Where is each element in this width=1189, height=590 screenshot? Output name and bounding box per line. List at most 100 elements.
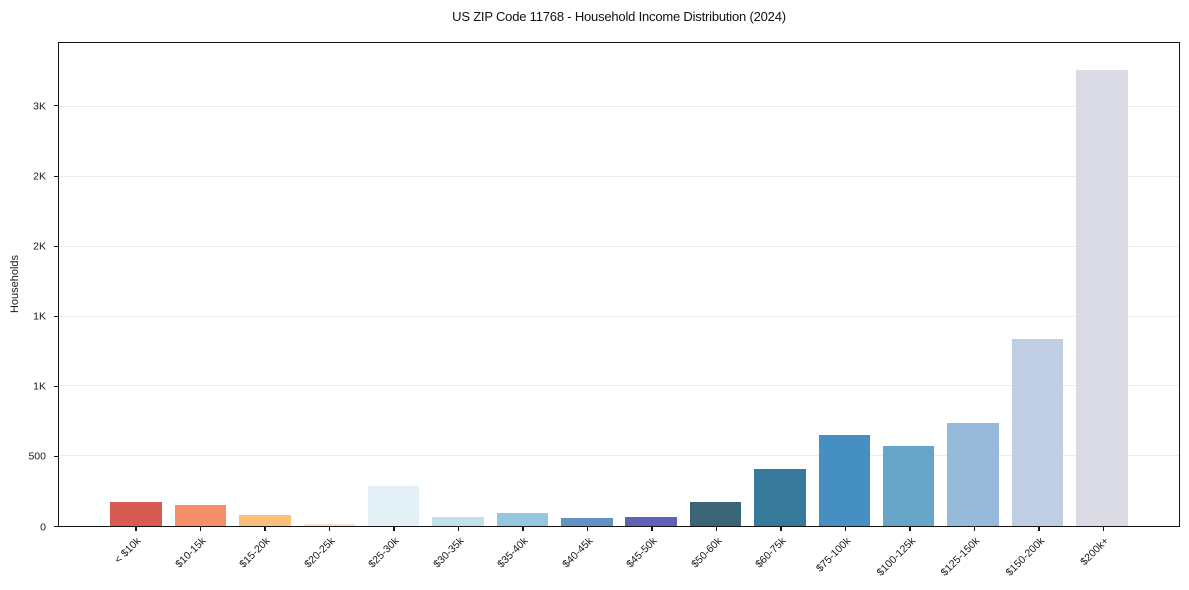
- bar-slot: [233, 43, 297, 526]
- x-tick-slot: $45-50k: [619, 527, 684, 589]
- bar: [947, 422, 999, 526]
- bar-slot: [490, 43, 554, 526]
- y-tick-label: 1K: [33, 380, 46, 393]
- x-tick-mark: [844, 527, 847, 531]
- y-tick-mark: [54, 105, 58, 107]
- y-axis: 0 500 1K 1K 2K 2K 3K: [0, 42, 58, 532]
- bar: [110, 502, 162, 526]
- y-tick-mark: [54, 385, 58, 387]
- x-tick-label: $125-150k: [938, 535, 983, 579]
- x-axis-slots: < $10k $10-15k $15-20k $20-25k $25-30k $30-35…: [58, 527, 1180, 589]
- x-axis: < $10k $10-15k $15-20k $20-25k $25-30k $30-35…: [58, 527, 1180, 589]
- x-tick-slot: $35-40k: [490, 527, 555, 589]
- bar: [1011, 338, 1064, 526]
- bar: [561, 518, 613, 526]
- bar-slot: [426, 43, 490, 526]
- x-tick-label: $60-75k: [753, 535, 789, 571]
- grid-layer: [59, 43, 1179, 526]
- x-tick-mark: [973, 527, 976, 531]
- gridline: [59, 455, 1179, 457]
- bar: [174, 505, 227, 526]
- bar: [882, 446, 935, 526]
- x-tick-mark: [909, 527, 911, 531]
- x-tick-mark: [457, 527, 460, 531]
- x-tick-label: $200k+: [1078, 535, 1112, 569]
- bar-slot: [1005, 43, 1069, 526]
- bar-series: [59, 43, 1179, 526]
- bar-slot: [812, 43, 876, 526]
- x-tick-mark: [199, 527, 202, 531]
- x-tick-label: $35-40k: [495, 535, 531, 571]
- x-tick-slot: $125-150k: [938, 527, 1007, 589]
- y-tick-mark: [54, 455, 58, 457]
- x-tick-mark: [651, 527, 653, 531]
- x-tick-slot: $20-25k: [297, 527, 362, 589]
- gridline: [59, 315, 1179, 317]
- chart-title: US ZIP Code 11768 - Household Income Dis…: [452, 9, 786, 24]
- gridline: [59, 385, 1179, 387]
- plot-area: [58, 42, 1180, 527]
- x-tick-mark: [1038, 527, 1040, 531]
- y-tick-label: 1K: [33, 310, 46, 323]
- x-tick-label: $50-60k: [688, 535, 725, 571]
- x-tick-mark: [264, 527, 266, 531]
- x-tick-slot: $40-45k: [555, 527, 620, 589]
- bar-slot: [104, 43, 168, 526]
- bar-slot: [619, 43, 683, 526]
- x-tick-mark: [135, 527, 137, 531]
- x-tick-slot: $30-35k: [426, 527, 491, 589]
- bar-slot: [748, 43, 812, 526]
- x-tick-label: $15-20k: [237, 535, 273, 571]
- bar: [818, 435, 871, 526]
- bar-slot: [941, 43, 1005, 526]
- x-tick-mark: [328, 527, 331, 531]
- x-tick-label: $40-45k: [559, 535, 596, 571]
- x-tick-slot: $200k+: [1071, 527, 1136, 589]
- x-tick-slot: $15-20k: [232, 527, 297, 589]
- x-tick-slot: $10-15k: [168, 527, 233, 589]
- y-tick-label: 2K: [33, 170, 46, 183]
- x-tick-slot: $60-75k: [748, 527, 813, 589]
- x-tick-label: $150-200k: [1003, 535, 1047, 579]
- bar-slot: [168, 43, 232, 526]
- x-tick-label: $25-30k: [366, 535, 402, 571]
- bar: [303, 523, 356, 526]
- x-tick-label: $100-125k: [874, 535, 918, 579]
- y-tick-label: 0: [40, 520, 46, 533]
- x-tick-mark: [393, 527, 395, 531]
- x-tick-slot: $75-100k: [813, 527, 878, 589]
- bar: [367, 485, 420, 526]
- x-tick-mark: [715, 527, 718, 531]
- x-tick-slot: < $10k: [103, 527, 168, 589]
- x-tick-label: < $10k: [112, 535, 144, 566]
- x-tick-slot: $25-30k: [361, 527, 426, 589]
- bar: [239, 514, 291, 526]
- x-tick-mark: [1102, 527, 1105, 531]
- bar: [625, 516, 677, 526]
- x-tick-label: $10-15k: [172, 535, 209, 571]
- y-tick-label: 500: [28, 450, 46, 463]
- bar-slot: [297, 43, 361, 526]
- x-tick-mark: [780, 527, 782, 531]
- bar-slot: [362, 43, 426, 526]
- x-tick-label: $30-35k: [430, 535, 467, 571]
- x-tick-mark: [586, 527, 589, 531]
- y-tick-label: 3K: [33, 100, 46, 113]
- bar-slot: [555, 43, 619, 526]
- y-tick-mark: [54, 315, 58, 317]
- bar-slot: [683, 43, 747, 526]
- bar-slot: [877, 43, 941, 526]
- y-tick-label: 2K: [33, 240, 46, 253]
- bar: [432, 516, 484, 526]
- gridline: [59, 245, 1179, 247]
- bar: [754, 468, 806, 526]
- bar: [689, 502, 742, 526]
- y-tick-mark: [54, 245, 58, 247]
- y-tick-mark: [54, 526, 58, 527]
- x-tick-label: $20-25k: [301, 535, 338, 571]
- bar-slot: [1070, 43, 1134, 526]
- x-tick-slot: $50-60k: [684, 527, 749, 589]
- gridline: [59, 176, 1179, 178]
- bar: [1076, 69, 1128, 526]
